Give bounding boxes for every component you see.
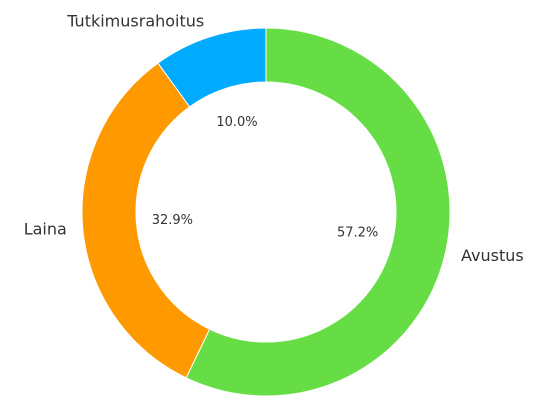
slice	[81, 62, 211, 379]
slice	[185, 27, 451, 397]
category-label: Tutkimusrahoitus	[66, 11, 204, 30]
category-label: Avustus	[461, 246, 524, 265]
slice	[157, 27, 267, 108]
category-label: Laina	[24, 219, 67, 238]
value-label: 32.9%	[152, 213, 193, 228]
value-label: 10.0%	[216, 115, 257, 130]
value-label: 57.2%	[337, 225, 378, 240]
